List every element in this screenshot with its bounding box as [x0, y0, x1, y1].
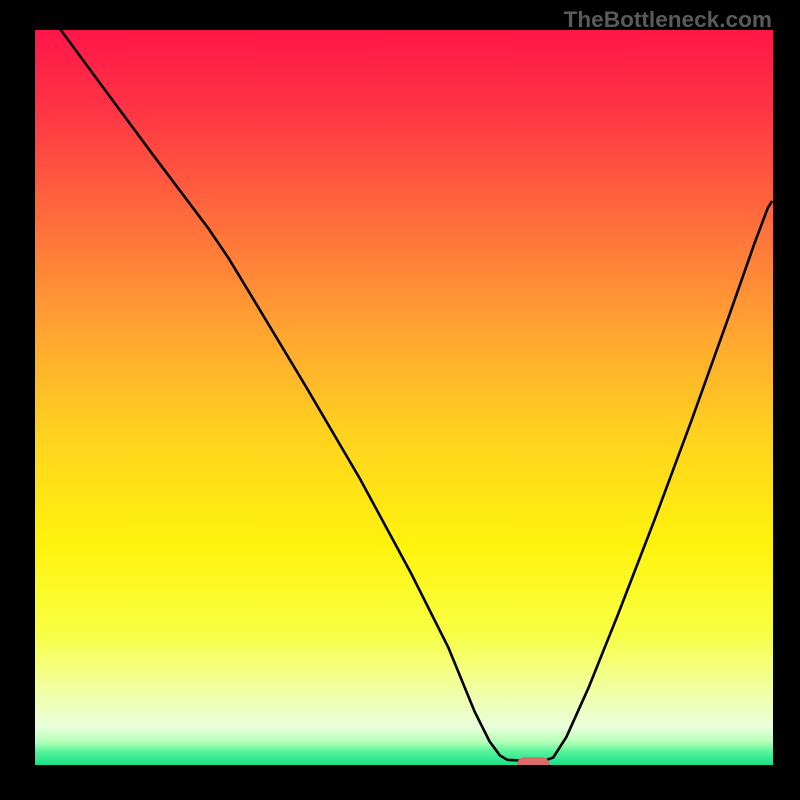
chart-stage: TheBottleneck.com [0, 0, 800, 800]
gradient-bg [35, 30, 773, 765]
plot-area [35, 30, 773, 765]
watermark-text: TheBottleneck.com [564, 7, 772, 33]
